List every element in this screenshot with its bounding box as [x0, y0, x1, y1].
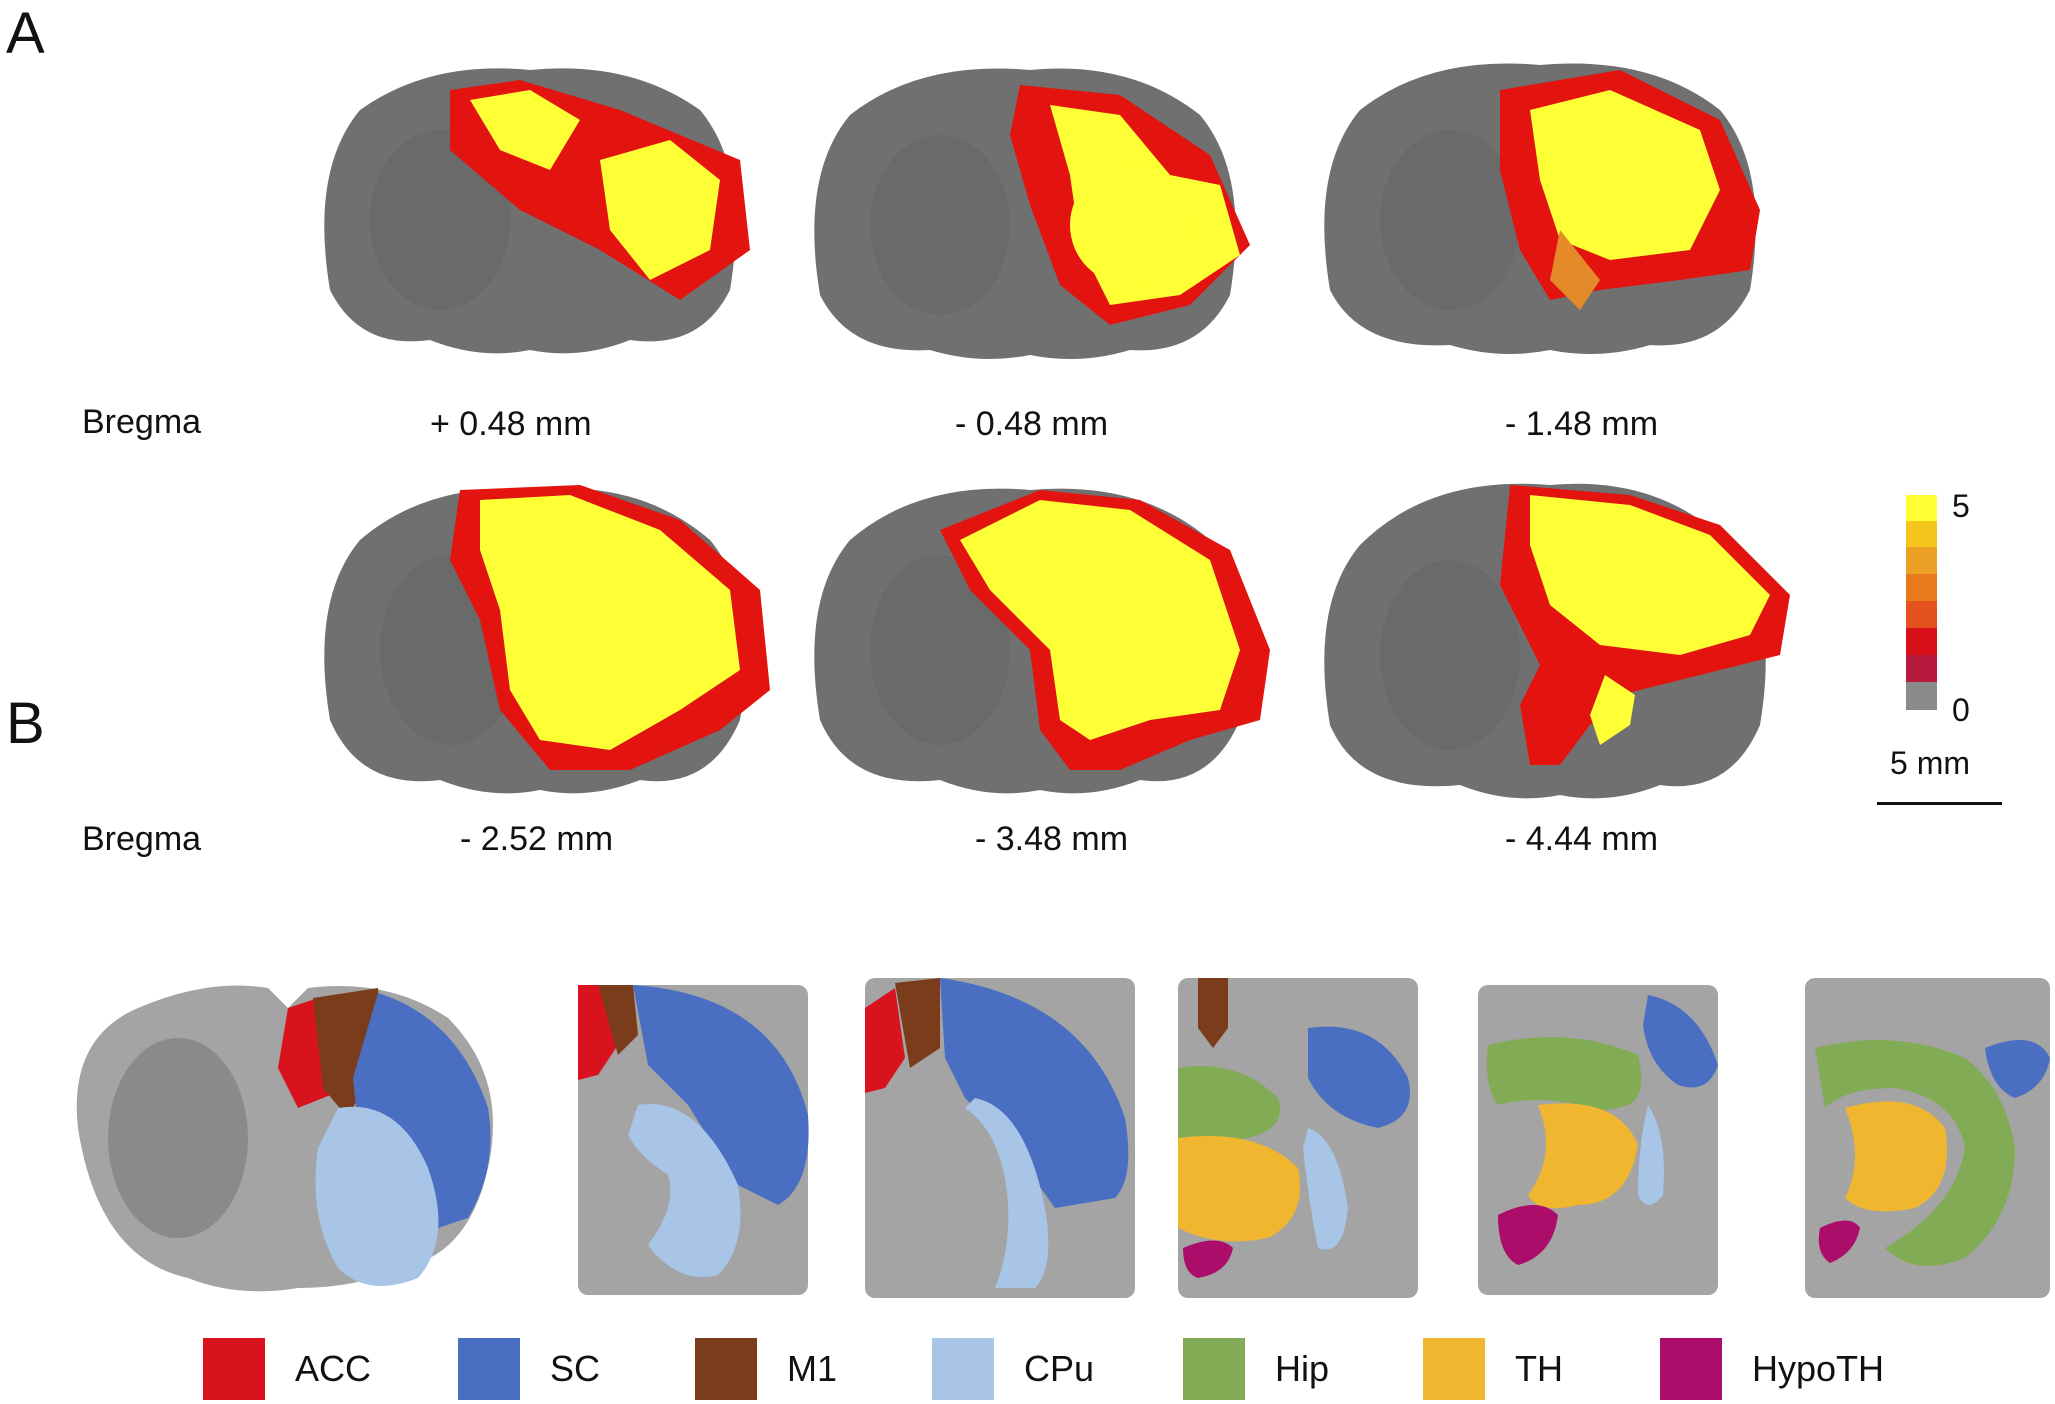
atlas-slice-5	[1478, 985, 1718, 1295]
bregma-label-row1: Bregma	[82, 403, 202, 441]
brain-slice-a2	[814, 68, 1250, 359]
atlas-slice-6	[1805, 978, 2050, 1298]
legend-swatch	[695, 1338, 757, 1400]
bregma-level-6: - 4.44 mm	[1505, 820, 1659, 858]
colorbar	[1906, 495, 1937, 710]
brain-slice-a1	[324, 68, 750, 354]
legend-label: M1	[787, 1348, 838, 1389]
atlas-slice-1	[76, 985, 493, 1292]
colorbar-segment	[1906, 682, 1937, 710]
bregma-level-2: - 0.48 mm	[955, 405, 1109, 443]
legend-swatch	[1423, 1338, 1485, 1400]
legend-label: Hip	[1275, 1348, 1330, 1389]
atlas-slice-2	[578, 985, 809, 1295]
legend-label: TH	[1515, 1348, 1563, 1389]
legend-swatch	[1183, 1338, 1245, 1400]
brain-slice-a4	[324, 485, 770, 794]
colorbar-segment	[1906, 547, 1937, 574]
atlas-slice-4	[1178, 978, 1418, 1298]
legend-swatch	[932, 1338, 994, 1400]
colorbar-segment	[1906, 574, 1937, 601]
atlas-slice-3	[865, 978, 1135, 1298]
colorbar-max-label: 5	[1952, 488, 1970, 524]
legend-label: SC	[550, 1348, 601, 1389]
legend-swatch	[1660, 1338, 1722, 1400]
colorbar-segment	[1906, 655, 1937, 682]
colorbar-segment	[1906, 521, 1937, 547]
brain-slice-a3	[1324, 63, 1760, 354]
bregma-level-5: - 3.48 mm	[975, 820, 1129, 858]
bregma-level-3: - 1.48 mm	[1505, 405, 1659, 443]
colorbar-min-label: 0	[1952, 692, 1970, 728]
brain-slice-a6	[1324, 483, 1790, 799]
legend-label: CPu	[1024, 1348, 1095, 1389]
bregma-level-4: - 2.52 mm	[460, 820, 614, 858]
scalebar-label: 5 mm	[1890, 745, 1970, 781]
panel-a-letter: A	[6, 1, 45, 66]
colorbar-segment	[1906, 495, 1937, 521]
bregma-level-1: + 0.48 mm	[430, 405, 592, 443]
colorbar-segment	[1906, 628, 1937, 655]
legend-label: ACC	[295, 1348, 372, 1389]
legend-label: HypoTH	[1752, 1348, 1885, 1389]
panel-b-letter: B	[6, 691, 45, 756]
legend-swatch	[203, 1338, 265, 1400]
colorbar-segment	[1906, 601, 1937, 628]
brain-slice-a5	[814, 488, 1270, 794]
legend-swatch	[458, 1338, 520, 1400]
bregma-label-row2: Bregma	[82, 820, 202, 858]
scalebar-line	[1877, 802, 2002, 805]
